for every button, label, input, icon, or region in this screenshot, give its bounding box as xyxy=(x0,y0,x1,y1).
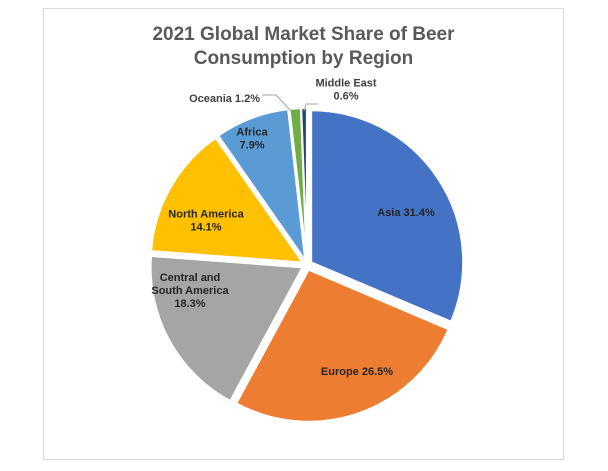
data-label-5-line-0: Oceania 1.2% xyxy=(189,93,260,105)
data-label-2-line-2: 18.3% xyxy=(174,298,205,310)
data-label-4: Africa 7.9% xyxy=(236,127,268,152)
data-label-6-line-1: 0.6% xyxy=(333,91,358,103)
data-label-2: Central and South America 18.3% xyxy=(151,272,229,310)
data-label-6-line-0: Middle East xyxy=(315,78,376,90)
data-label-4-line-1: 7.9% xyxy=(239,140,264,152)
pie-slice-0 xyxy=(310,109,465,324)
chart-title-line-1: 2021 Global Market Share of Beer xyxy=(152,24,455,45)
data-label-4-line-0: Africa xyxy=(236,127,268,139)
data-label-2-line-1: South America xyxy=(151,285,229,297)
pie-slice-2 xyxy=(149,254,305,403)
pie-slice-6 xyxy=(300,107,308,261)
data-label-2-line-0: Central and xyxy=(160,272,221,284)
data-label-0-line-0: Asia 31.4% xyxy=(377,207,435,219)
data-label-1-line-0: Europe 26.5% xyxy=(321,366,393,378)
data-label-6: Middle East 0.6% xyxy=(315,78,376,103)
data-label-3-line-0: North America xyxy=(168,209,244,221)
chart-title-line-2: Consumption by Region xyxy=(193,48,414,69)
pie-slice-4 xyxy=(216,108,307,261)
data-label-1: Europe 26.5% xyxy=(321,366,393,378)
leader-line-5 xyxy=(262,94,292,112)
pie-slice-1 xyxy=(234,268,450,423)
data-label-5: Oceania 1.2% xyxy=(189,93,260,105)
leader-line-6 xyxy=(303,103,318,112)
data-label-3-line-1: 14.1% xyxy=(190,222,221,234)
chart-title: 2021 Global Market Share of Beer Consump… xyxy=(44,23,563,71)
data-label-0: Asia 31.4% xyxy=(377,207,435,219)
pie-slice-3 xyxy=(150,136,305,264)
data-label-3: North America 14.1% xyxy=(168,209,244,234)
